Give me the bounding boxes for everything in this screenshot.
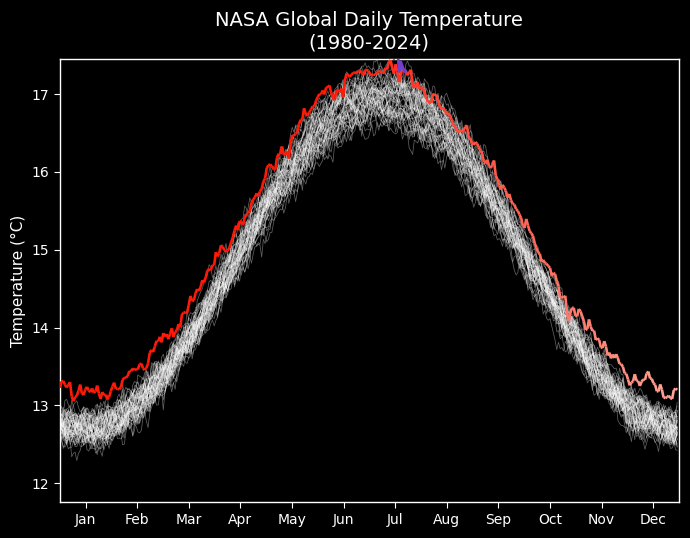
Y-axis label: Temperature (°C): Temperature (°C)	[11, 215, 26, 347]
Title: NASA Global Daily Temperature
(1980-2024): NASA Global Daily Temperature (1980-2024…	[215, 11, 523, 52]
